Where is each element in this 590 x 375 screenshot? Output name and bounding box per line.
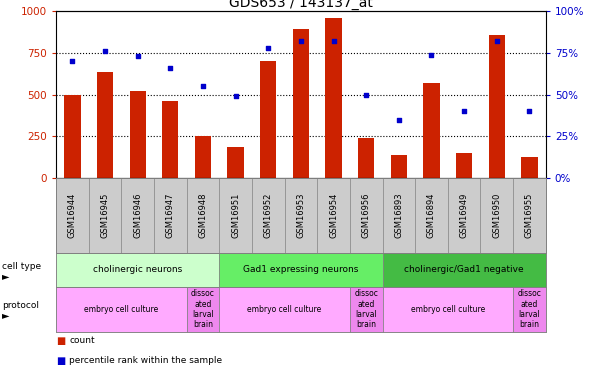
Bar xyxy=(195,136,211,178)
Bar xyxy=(391,155,407,178)
Text: dissoc
ated
larval
brain: dissoc ated larval brain xyxy=(517,289,542,330)
Text: GSM16893: GSM16893 xyxy=(394,193,404,238)
Text: embryo cell culture: embryo cell culture xyxy=(84,305,159,314)
Text: embryo cell culture: embryo cell culture xyxy=(247,305,322,314)
Point xyxy=(362,92,371,98)
Text: GSM16949: GSM16949 xyxy=(460,193,468,238)
Point xyxy=(492,38,502,44)
Point xyxy=(296,38,306,44)
Point xyxy=(394,117,404,123)
Bar xyxy=(293,29,309,178)
Text: GSM16944: GSM16944 xyxy=(68,193,77,238)
Text: GSM16951: GSM16951 xyxy=(231,193,240,238)
Point xyxy=(133,53,142,59)
Text: GSM16946: GSM16946 xyxy=(133,193,142,238)
Bar xyxy=(358,138,375,178)
Text: protocol: protocol xyxy=(2,301,39,310)
Text: dissoc
ated
larval
brain: dissoc ated larval brain xyxy=(191,289,215,330)
Bar xyxy=(162,100,178,178)
Point xyxy=(68,58,77,64)
Text: GSM16956: GSM16956 xyxy=(362,193,371,238)
Bar xyxy=(456,153,472,178)
Point xyxy=(166,65,175,71)
Point xyxy=(198,83,208,89)
Point xyxy=(525,108,534,114)
Text: GSM16894: GSM16894 xyxy=(427,193,436,238)
Text: GSM16952: GSM16952 xyxy=(264,193,273,238)
Text: GSM16955: GSM16955 xyxy=(525,193,534,238)
Point xyxy=(427,52,436,58)
Text: count: count xyxy=(69,336,94,345)
Bar xyxy=(326,18,342,178)
Text: cell type: cell type xyxy=(2,262,41,271)
Title: GDS653 / 143137_at: GDS653 / 143137_at xyxy=(229,0,373,10)
Point xyxy=(231,93,240,99)
Bar xyxy=(424,83,440,178)
Text: GSM16947: GSM16947 xyxy=(166,193,175,238)
Text: cholinergic/Gad1 negative: cholinergic/Gad1 negative xyxy=(404,266,524,274)
Text: embryo cell culture: embryo cell culture xyxy=(411,305,485,314)
Point xyxy=(264,45,273,51)
Text: GSM16945: GSM16945 xyxy=(100,193,110,238)
Bar xyxy=(64,95,80,178)
Bar xyxy=(129,92,146,178)
Text: GSM16950: GSM16950 xyxy=(492,193,502,238)
Text: percentile rank within the sample: percentile rank within the sample xyxy=(69,356,222,365)
Point xyxy=(460,108,469,114)
Text: GSM16954: GSM16954 xyxy=(329,193,338,238)
Bar xyxy=(227,147,244,178)
Bar xyxy=(97,72,113,178)
Bar xyxy=(522,157,537,178)
Point xyxy=(100,48,110,54)
Text: ■: ■ xyxy=(56,336,65,346)
Text: GSM16948: GSM16948 xyxy=(198,193,208,238)
Text: Gad1 expressing neurons: Gad1 expressing neurons xyxy=(243,266,359,274)
Bar xyxy=(260,61,276,178)
Text: ►: ► xyxy=(2,271,9,281)
Text: ■: ■ xyxy=(56,356,65,366)
Text: ►: ► xyxy=(2,310,9,320)
Bar xyxy=(489,34,505,178)
Text: cholinergic neurons: cholinergic neurons xyxy=(93,266,182,274)
Text: GSM16953: GSM16953 xyxy=(296,193,306,238)
Text: dissoc
ated
larval
brain: dissoc ated larval brain xyxy=(354,289,378,330)
Point xyxy=(329,38,338,44)
